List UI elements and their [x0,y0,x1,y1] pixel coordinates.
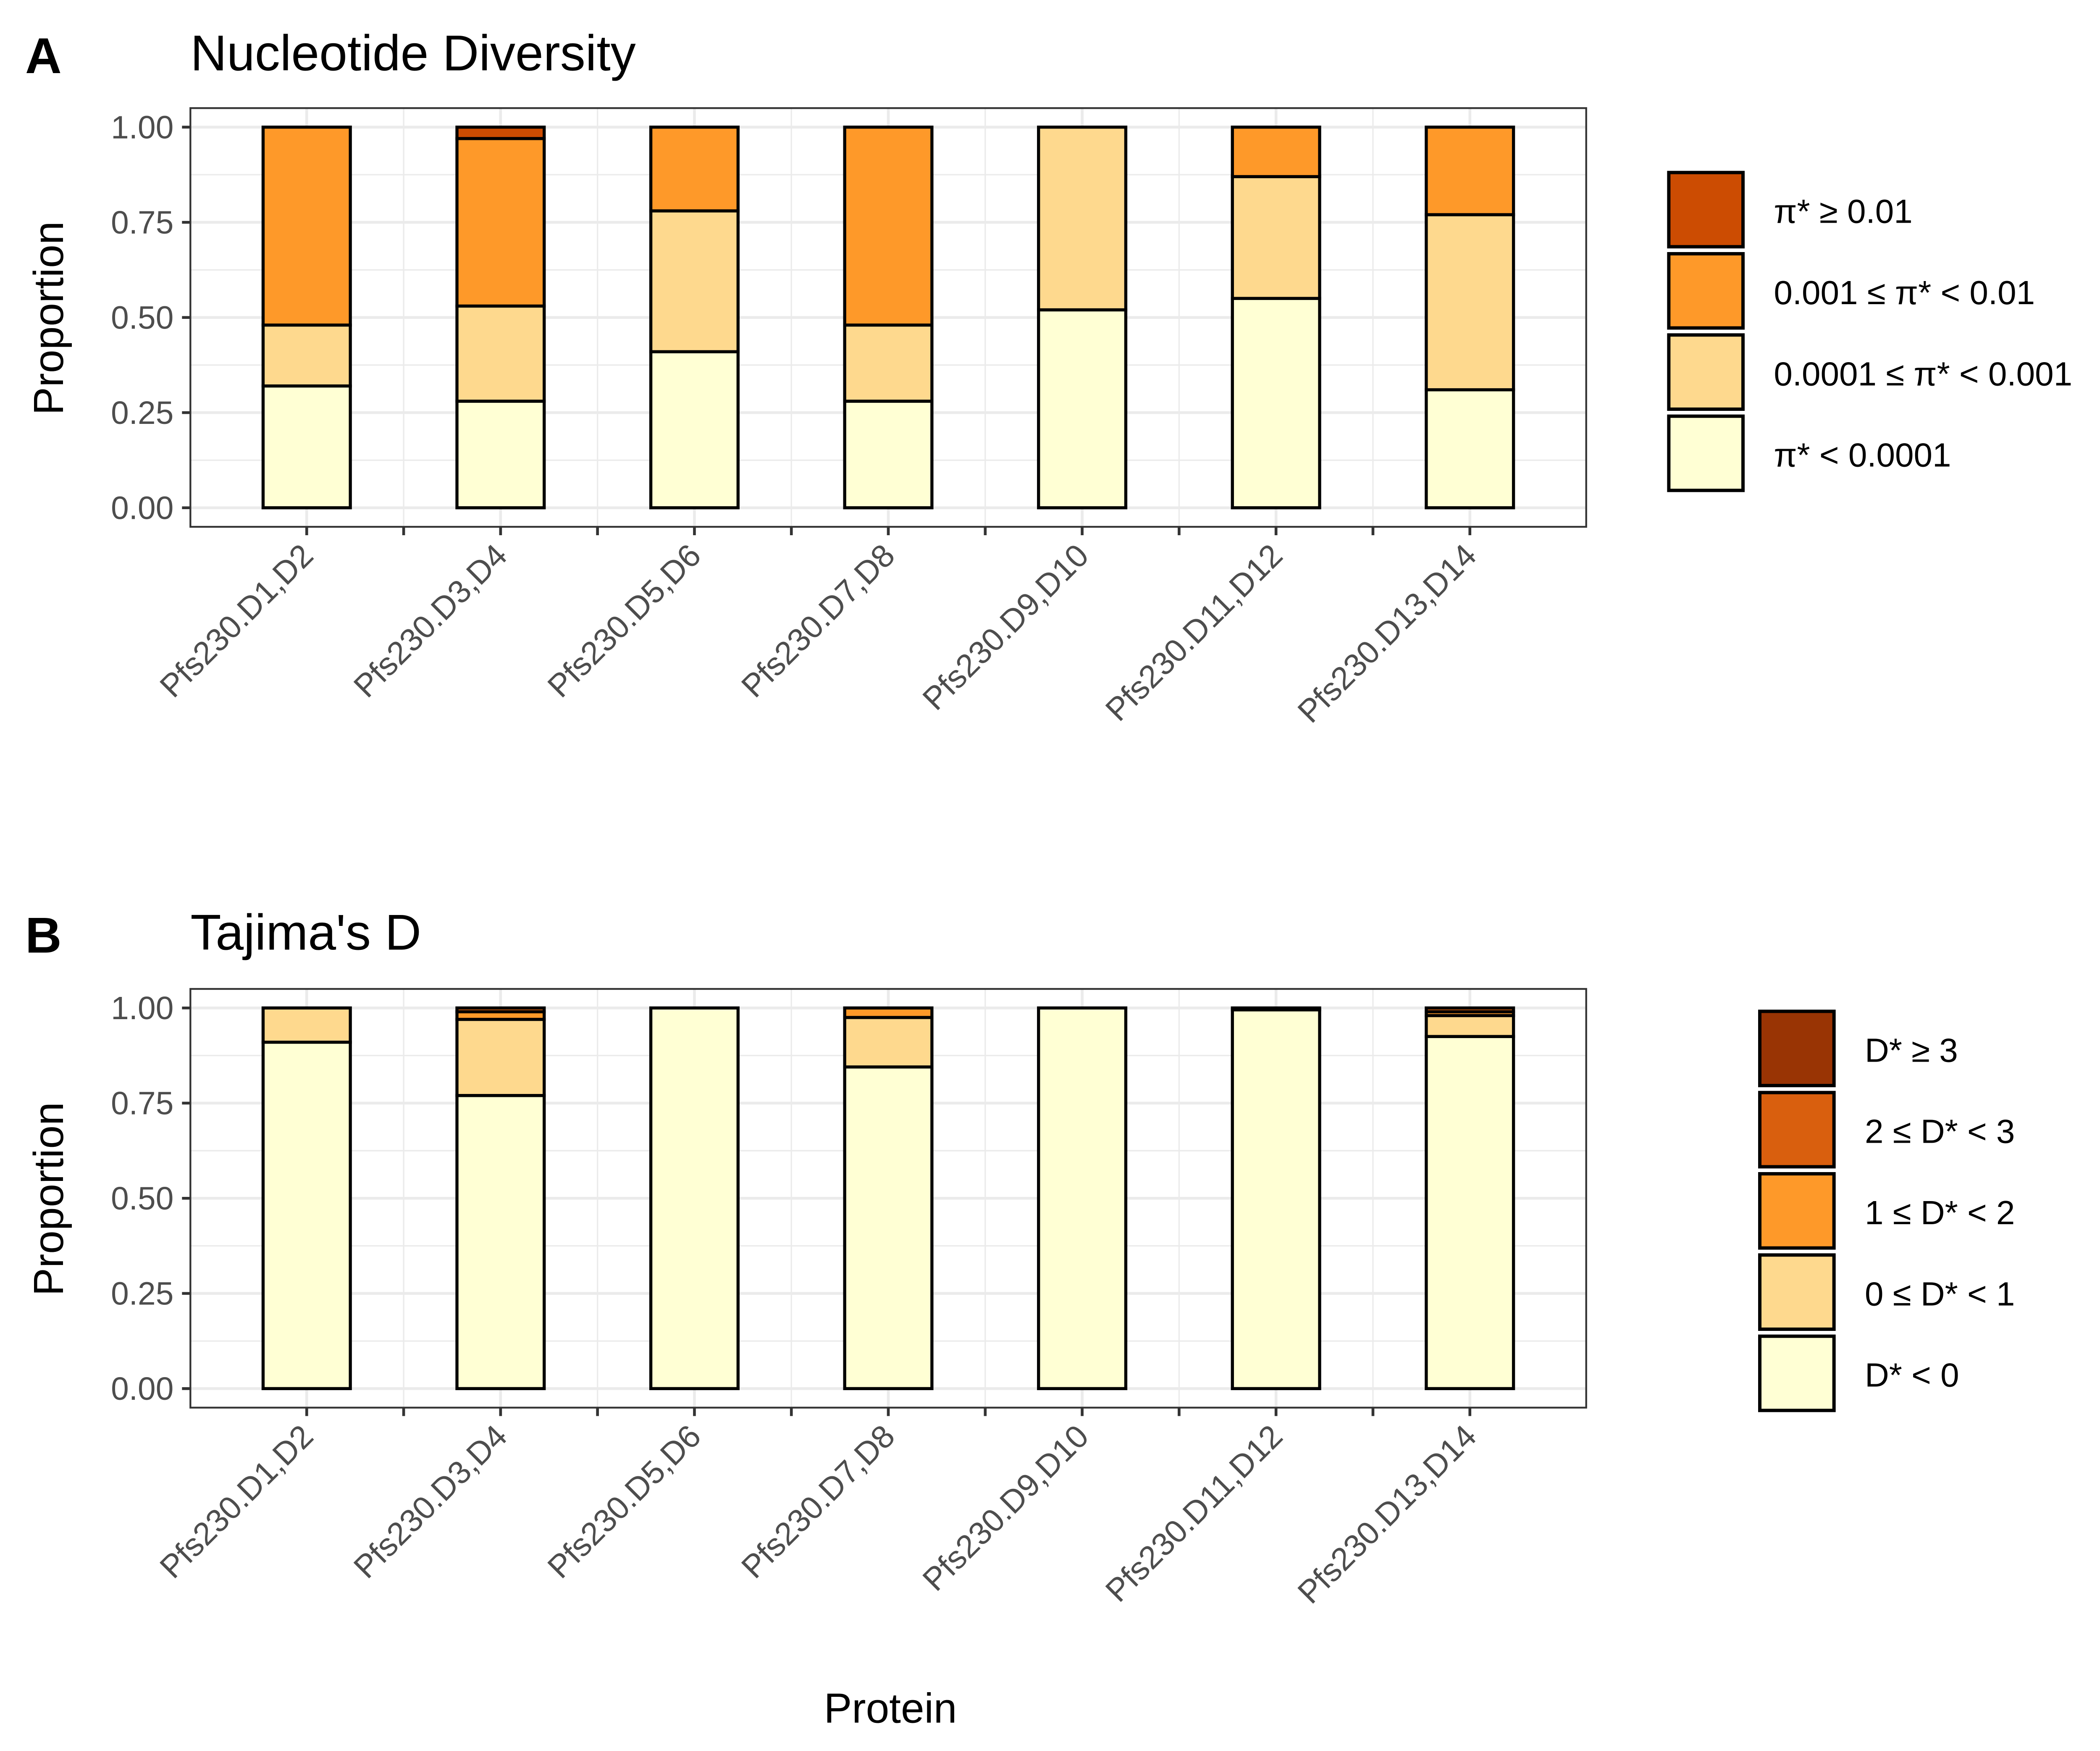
x-tick-label: Pfs230.D1,D2 [153,537,320,705]
bar-segment [261,384,352,510]
bar-segment [1231,297,1321,510]
y-tick-label: 0.00 [111,1371,173,1407]
panel-b-letter: B [25,907,62,963]
bar-segment [1425,213,1515,392]
legend-label: 0 ≤ D* < 1 [1865,1275,2015,1312]
bar-segment [261,125,352,327]
x-tick-label: Pfs230.D7,D8 [735,1418,902,1585]
bar-segment [1425,388,1515,510]
legend-label: 0.001 ≤ π* < 0.01 [1774,274,2035,311]
bar-segment [1425,1014,1515,1038]
y-tick-label: 0.00 [111,490,173,526]
bar-segment [1231,175,1321,300]
x-tick-label: Pfs230.D13,D14 [1291,1418,1483,1611]
legend-swatch [1667,171,1745,249]
panel-a-title: Nucleotide Diversity [190,25,635,81]
y-tick-label: 0.50 [111,300,173,336]
bar-segment [649,350,740,510]
panel-a-letter: A [25,28,62,84]
legend: π* ≥ 0.01 0.001 ≤ π* < 0.01 0.0001 ≤ π* < … [1667,171,2072,492]
legend-label: 0.0001 ≤ π* < 0.001 [1774,355,2072,392]
bar-segment [1231,125,1321,179]
bar-segment [1425,1035,1515,1391]
bar-segment [455,1017,546,1097]
y-tick-label: 0.25 [111,1276,173,1312]
bar-segment [843,1006,934,1019]
legend-label: 1 ≤ D* < 2 [1865,1194,2015,1231]
y-axis-title: Proportion [25,221,72,415]
legend-label: 2 ≤ D* < 3 [1865,1113,2015,1150]
bar-segment [649,1006,740,1391]
bar-segment [843,323,934,403]
bar-segment [649,125,740,213]
bar-segment [1037,1006,1128,1391]
x-tick-label: Pfs230.D3,D4 [347,1418,514,1585]
bar-segment [455,125,546,140]
legend-swatch [1758,1253,1836,1331]
panel-b: B Tajima's D 0.00 0.25 0.50 0.75 1.00 Proport… [25,904,2015,1611]
legend-swatch [1758,1334,1836,1412]
bar-segment [455,304,546,403]
bars [261,125,1515,510]
bar-segment [1037,308,1128,510]
x-tick-label: Pfs230.D13,D14 [1291,537,1483,730]
y-tick-label: 0.25 [111,395,173,431]
legend-swatch [1758,1010,1836,1088]
y-axis-title: Proportion [25,1102,72,1296]
y-axis: 0.00 0.25 0.50 0.75 1.00 Proportion [25,991,191,1407]
bar-segment [649,209,740,353]
y-tick-label: 1.00 [111,991,173,1026]
legend-swatch [1667,333,1745,411]
y-axis: 0.00 0.25 0.50 0.75 1.00 Proportion [25,110,191,526]
x-tick-label: Pfs230.D5,D6 [541,537,708,705]
bar-segment [843,1016,934,1069]
y-tick-label: 0.50 [111,1181,173,1217]
legend-label: D* ≥ 3 [1865,1031,1958,1069]
bar-segment [1231,1006,1321,1012]
bar-segment [843,400,934,510]
bar-segment [261,323,352,388]
legend-label: π* < 0.0001 [1774,436,1951,474]
legend-label: π* ≥ 0.01 [1774,193,1912,230]
legend-swatch [1667,252,1745,330]
legend-swatch [1758,1091,1836,1169]
x-tick-label: Pfs230.D9,D10 [916,1418,1096,1598]
bar-segment [455,400,546,510]
legend: D* ≥ 3 2 ≤ D* < 3 1 ≤ D* < 2 0 ≤ D* < 1 D* <… [1758,1010,2015,1412]
bar-segment [1231,1008,1321,1391]
bar-segment [455,1006,546,1014]
legend-swatch [1667,414,1745,492]
bar-segment [455,1094,546,1391]
bar-segment [843,125,934,327]
bars [261,1006,1515,1391]
y-tick-label: 1.00 [111,110,173,145]
bar-segment [1425,1006,1515,1014]
x-axis: Pfs230.D1,D2 Pfs230.D3,D4 Pfs230.D5,D6 Pfs2… [153,1407,1483,1611]
legend-label: D* < 0 [1865,1357,1959,1394]
bar-segment [843,1065,934,1391]
x-tick-label: Pfs230.D3,D4 [347,537,514,705]
x-axis-title: Protein [824,1685,957,1732]
legend-swatch [1758,1172,1836,1250]
y-tick-label: 0.75 [111,205,173,241]
x-tick-label: Pfs230.D11,D12 [1099,1418,1289,1609]
x-tick-label: Pfs230.D7,D8 [735,537,902,705]
x-tick-label: Pfs230.D9,D10 [916,537,1096,717]
y-tick-label: 0.75 [111,1086,173,1121]
x-tick-label: Pfs230.D5,D6 [541,1418,708,1585]
bar-segment [261,1006,352,1044]
x-tick-label: Pfs230.D11,D12 [1099,537,1289,728]
bar-segment [261,1041,352,1391]
panel-b-title: Tajima's D [190,904,421,961]
bar-segment [455,137,546,308]
bar-segment [1037,125,1128,312]
panel-a: A Nucleotide Diversity 0.00 0.25 0.50 0.75 1… [25,25,2072,730]
x-axis: Pfs230.D1,D2 Pfs230.D3,D4 Pfs230.D5,D6 Pfs2… [153,527,1483,730]
x-tick-label: Pfs230.D1,D2 [153,1418,320,1585]
bar-segment [1425,125,1515,216]
